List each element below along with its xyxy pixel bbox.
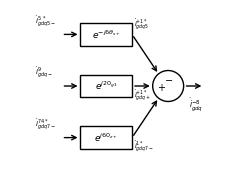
Bar [80, 126, 132, 149]
Text: $\dot{i}^{+1*}_{gdq+}$: $\dot{i}^{+1*}_{gdq+}$ [134, 89, 151, 104]
Text: $\dot{i}^{5\ *}_{gdq5-}$: $\dot{i}^{5\ *}_{gdq5-}$ [35, 15, 56, 30]
Text: $+$: $+$ [157, 82, 166, 93]
Text: $\dot{i}^{9}_{gdq-}$: $\dot{i}^{9}_{gdq-}$ [35, 66, 53, 82]
Circle shape [153, 71, 184, 101]
Text: $\dot{i}^{-8}_{gdq}$: $\dot{i}^{-8}_{gdq}$ [189, 96, 203, 113]
Text: $\dot{i}^{+1*}_{gdq5}$: $\dot{i}^{+1*}_{gdq5}$ [134, 18, 149, 33]
Text: $-$: $-$ [164, 74, 174, 84]
Text: $e^{j20_{g1}}$: $e^{j20_{g1}}$ [95, 80, 118, 92]
Bar [80, 23, 132, 46]
Text: $e^{-j6\theta_{s+}}$: $e^{-j6\theta_{s+}}$ [92, 28, 121, 41]
Text: $\dot{i}^{1*}_{gdq7-}$: $\dot{i}^{1*}_{gdq7-}$ [134, 140, 154, 155]
Text: $e^{j60_{z+}}$: $e^{j60_{z+}}$ [94, 131, 118, 144]
Bar [80, 75, 132, 97]
Text: $\dot{i}^{74*}_{gdq7-}$: $\dot{i}^{74*}_{gdq7-}$ [35, 118, 56, 133]
